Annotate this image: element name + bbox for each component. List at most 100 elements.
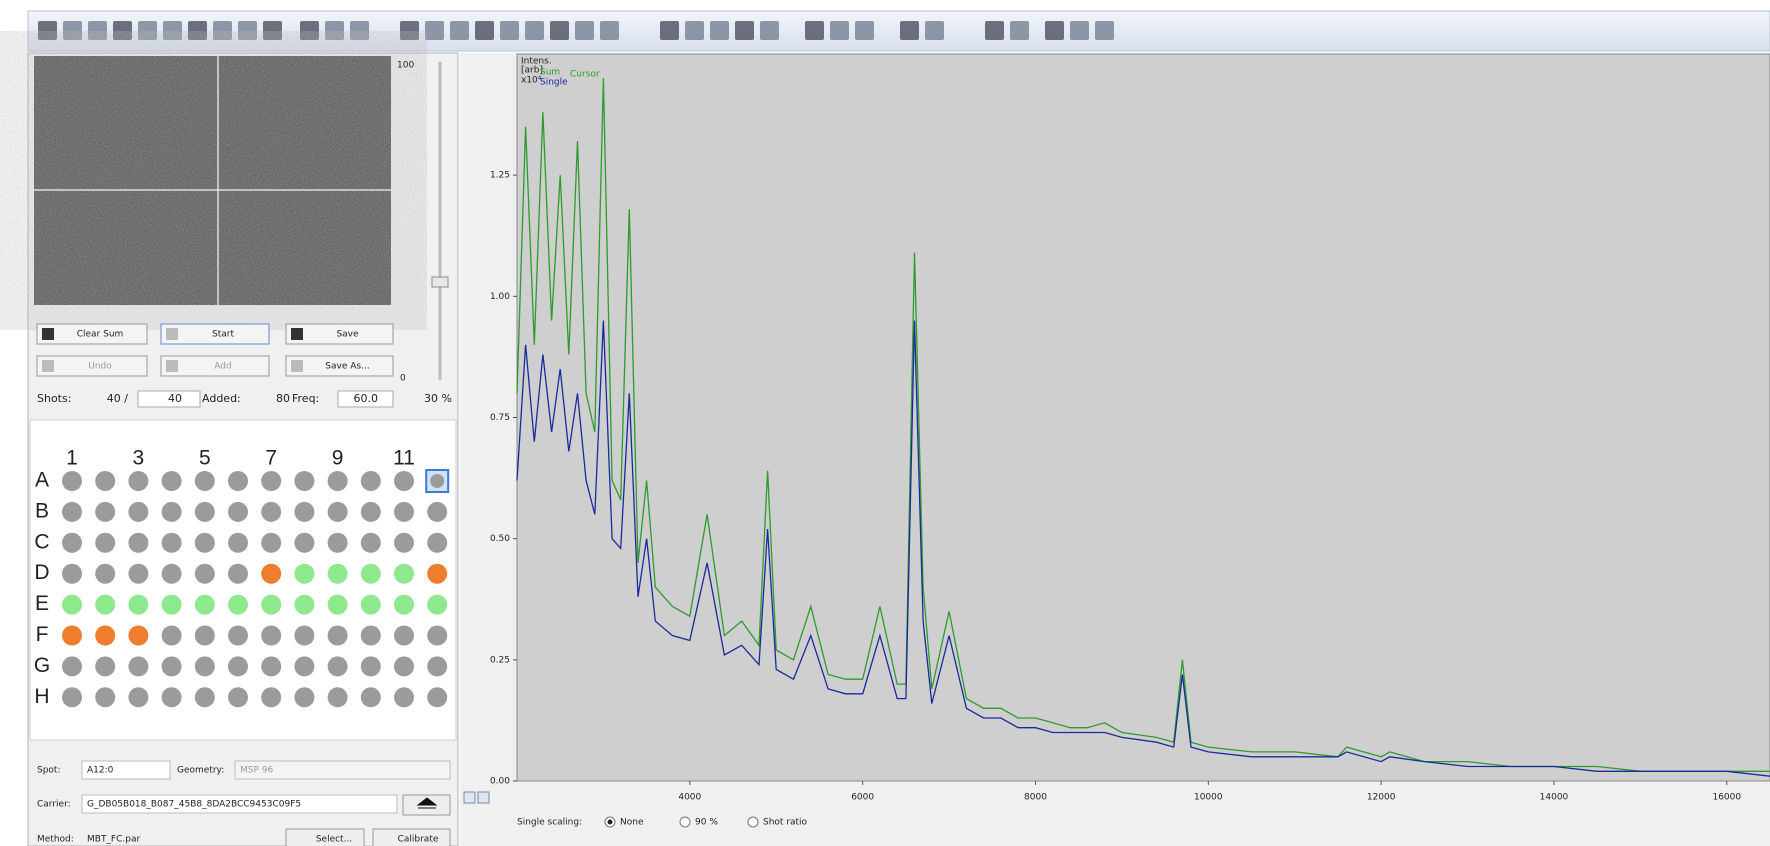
well[interactable] [361,502,381,522]
well[interactable] [328,533,348,553]
well[interactable] [427,626,447,646]
toolbar-button[interactable] [1095,21,1114,40]
well[interactable] [128,471,148,491]
well[interactable] [195,502,215,522]
well[interactable] [361,533,381,553]
toolbar-button[interactable] [830,21,849,40]
well[interactable] [128,687,148,707]
well[interactable] [261,656,281,676]
toolbar-button[interactable] [855,21,874,40]
toolbar-button[interactable] [350,21,369,40]
well[interactable] [328,656,348,676]
well[interactable] [62,471,82,491]
toolbar-button[interactable] [1070,21,1089,40]
toolbar-button[interactable] [525,21,544,40]
toolbar-button[interactable] [550,21,569,40]
well[interactable] [95,502,115,522]
well[interactable] [162,533,182,553]
well[interactable] [394,656,414,676]
well[interactable] [427,595,447,615]
well[interactable] [294,471,314,491]
well[interactable] [62,502,82,522]
well[interactable] [294,687,314,707]
toolbar-button[interactable] [88,21,107,40]
toolbar-button[interactable] [685,21,704,40]
toolbar-button[interactable] [113,21,132,40]
well[interactable] [62,626,82,646]
well[interactable] [195,656,215,676]
well[interactable] [394,471,414,491]
well[interactable] [62,595,82,615]
well[interactable] [328,595,348,615]
well[interactable] [261,533,281,553]
well[interactable] [294,595,314,615]
well[interactable] [228,564,248,584]
well[interactable] [128,626,148,646]
toolbar-button[interactable] [985,21,1004,40]
well[interactable] [228,626,248,646]
well[interactable] [228,687,248,707]
toolbar-button[interactable] [63,21,82,40]
well[interactable] [128,656,148,676]
well[interactable] [394,687,414,707]
toolbar-button[interactable] [500,21,519,40]
toolbar-button[interactable] [710,21,729,40]
well[interactable] [261,502,281,522]
well[interactable] [294,626,314,646]
well[interactable] [294,564,314,584]
well[interactable] [162,595,182,615]
well[interactable] [62,533,82,553]
toolbar-button[interactable] [325,21,344,40]
well[interactable] [261,595,281,615]
well[interactable] [228,533,248,553]
well[interactable] [228,595,248,615]
well[interactable] [427,502,447,522]
well[interactable] [95,656,115,676]
view-toggle-2[interactable] [478,792,489,803]
well[interactable] [228,471,248,491]
well[interactable] [394,502,414,522]
toolbar-button[interactable] [38,21,57,40]
well[interactable] [195,471,215,491]
toolbar-button[interactable] [575,21,594,40]
well[interactable] [128,595,148,615]
toolbar-button[interactable] [400,21,419,40]
well[interactable] [294,533,314,553]
well[interactable] [394,595,414,615]
toolbar-button[interactable] [600,21,619,40]
toolbar-button[interactable] [805,21,824,40]
toolbar-button[interactable] [925,21,944,40]
toolbar-button[interactable] [263,21,282,40]
toolbar-button[interactable] [163,21,182,40]
well[interactable] [95,687,115,707]
well[interactable] [95,595,115,615]
toolbar-button[interactable] [1045,21,1064,40]
well[interactable] [62,687,82,707]
well[interactable] [162,502,182,522]
well[interactable] [328,564,348,584]
toolbar-button[interactable] [475,21,494,40]
toolbar-button[interactable] [1010,21,1029,40]
well[interactable] [128,502,148,522]
well[interactable] [62,564,82,584]
toolbar-button[interactable] [238,21,257,40]
toolbar-button[interactable] [425,21,444,40]
toolbar-button[interactable] [213,21,232,40]
well[interactable] [361,564,381,584]
well[interactable] [162,656,182,676]
toolbar-button[interactable] [900,21,919,40]
well[interactable] [427,533,447,553]
well[interactable] [195,687,215,707]
well[interactable] [394,626,414,646]
radio[interactable] [680,817,690,827]
well[interactable] [328,626,348,646]
well[interactable] [195,595,215,615]
well[interactable] [427,656,447,676]
well[interactable] [294,502,314,522]
well[interactable] [195,564,215,584]
well[interactable] [95,626,115,646]
well[interactable] [328,502,348,522]
well[interactable] [361,656,381,676]
well[interactable] [162,471,182,491]
toolbar-button[interactable] [188,21,207,40]
